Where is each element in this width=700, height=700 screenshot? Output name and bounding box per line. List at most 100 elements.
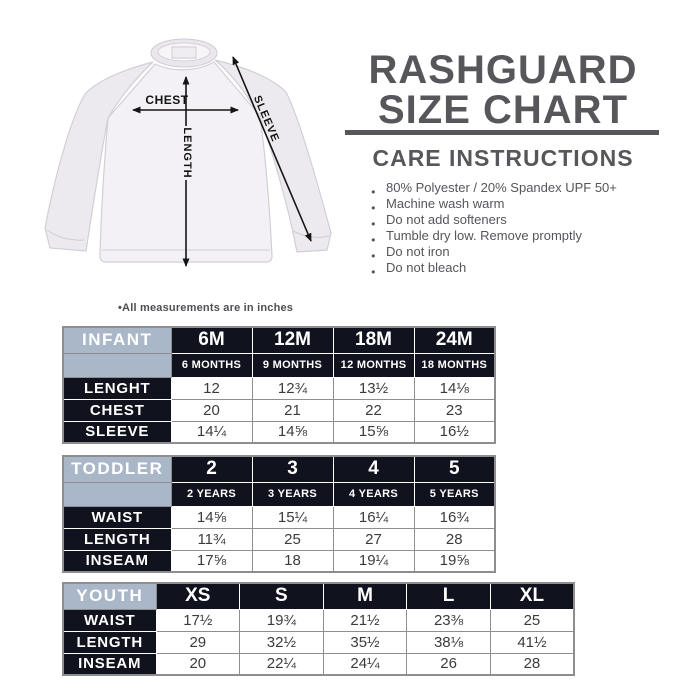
measurement-value: 28 [489, 652, 575, 676]
measurement-value: 19⅝ [413, 549, 496, 573]
measurement-value: 18 [251, 549, 334, 573]
measurement-value: 20 [170, 398, 253, 422]
measurement-value: 32½ [239, 630, 324, 654]
care-item: 80% Polyester / 20% Spandex UPF 50+ [371, 180, 671, 200]
measurement-value: 11¾ [170, 527, 253, 551]
measurement-value: 29 [155, 630, 241, 654]
measurement-label: SLEEVE [62, 420, 172, 444]
size-header: 4 [332, 455, 415, 483]
size-subheader: 5 YEARS [413, 481, 496, 507]
size-header: 6M [170, 326, 253, 354]
measurement-value: 22 [332, 398, 415, 422]
size-header: 5 [413, 455, 496, 483]
measurement-value: 23 [413, 398, 496, 422]
page-title-line1: RASHGUARD [368, 48, 638, 92]
measurement-label: INSEAM [62, 549, 172, 573]
table-row: SLEEVE 14¼ 14⅝ 15⅝ 16½ [62, 420, 496, 444]
care-item: Machine wash warm [371, 196, 671, 216]
title-underline [345, 130, 659, 135]
size-subheader: 9 MONTHS [251, 352, 334, 378]
measurement-value: 12 [170, 376, 253, 400]
measurement-value: 22¼ [239, 652, 324, 676]
size-subheader: 4 YEARS [332, 481, 415, 507]
group-label-spacer [62, 352, 172, 378]
size-subheader: 18 MONTHS [413, 352, 496, 378]
sleeve-arrow [232, 56, 312, 242]
table-row: LENGTH 11¾ 25 27 28 [62, 527, 496, 551]
care-item: Do not add softeners [371, 212, 671, 232]
table-row: CHEST 20 21 22 23 [62, 398, 496, 422]
measurement-value: 19¼ [332, 549, 415, 573]
table-row: LENGTH 29 32½ 35½ 38⅛ 41½ [62, 630, 575, 654]
measurement-value: 21 [251, 398, 334, 422]
shirt-neck-tag [171, 46, 197, 59]
table-row: WAIST 14⅝ 15¼ 16¼ 16¾ [62, 505, 496, 529]
measurement-value: 23⅜ [406, 608, 491, 632]
measurement-label: WAIST [62, 505, 172, 529]
measurement-value: 21½ [322, 608, 408, 632]
size-header: XL [489, 582, 575, 610]
shirt-left-sleeve [44, 61, 154, 252]
page-title-line2: SIZE CHART [378, 88, 628, 132]
size-subheader: 2 YEARS [170, 481, 253, 507]
measurement-value: 27 [332, 527, 415, 551]
measurements-note: •All measurements are in inches [118, 302, 294, 314]
measurement-label: LENGTH [62, 527, 172, 551]
measurement-value: 13½ [332, 376, 415, 400]
care-instructions-title: CARE INSTRUCTIONS [372, 145, 634, 171]
measurement-value: 25 [489, 608, 575, 632]
measurement-value: 14⅛ [413, 376, 496, 400]
size-header: 3 [251, 455, 334, 483]
measurement-value: 41½ [489, 630, 575, 654]
measurement-value: 15⅝ [332, 420, 415, 444]
size-header: S [239, 582, 324, 610]
table-row: INSEAM 20 22¼ 24¼ 26 28 [62, 652, 575, 676]
table-row: LENGHT 12 12¾ 13½ 14⅛ [62, 376, 496, 400]
size-header: 12M [251, 326, 334, 354]
measurement-value: 25 [251, 527, 334, 551]
chest-label: CHEST [145, 93, 188, 107]
group-label: TODDLER [62, 455, 172, 483]
measurement-value: 16¾ [413, 505, 496, 529]
size-header: L [406, 582, 491, 610]
size-table-grid: INFANT 6M 12M 18M 24M 6 MONTHS 9 MONTHS 12 MONT… [62, 326, 496, 444]
group-label: INFANT [62, 326, 172, 354]
measurement-value: 20 [155, 652, 241, 676]
care-item: Do not bleach [371, 260, 671, 280]
care-list: 80% Polyester / 20% Spandex UPF 50+Machi… [371, 180, 671, 280]
measurement-value: 12¾ [251, 376, 334, 400]
measurement-value: 35½ [322, 630, 408, 654]
size-header: 18M [332, 326, 415, 354]
length-label: LENGTH [181, 127, 193, 178]
measurement-value: 16½ [413, 420, 496, 444]
size-header: XS [155, 582, 241, 610]
measurement-label: INSEAM [62, 652, 157, 676]
table-row: WAIST 17½ 19¾ 21½ 23⅜ 25 [62, 608, 575, 632]
measurement-value: 15¼ [251, 505, 334, 529]
measurement-value: 17⅝ [170, 549, 253, 573]
size-header: M [322, 582, 408, 610]
measurement-label: WAIST [62, 608, 157, 632]
measurement-value: 14¼ [170, 420, 253, 444]
measurement-value: 28 [413, 527, 496, 551]
size-subheader: 12 MONTHS [332, 352, 415, 378]
toddler-size-table: TODDLER 2 3 4 5 2 YEARS 3 YEARS 4 YEARS 5 YEARS W… [62, 455, 496, 573]
size-table-grid: YOUTH XS S M L XL WAIST 17½ 19¾ 21½ 23⅜ 25 LENGTH 29 3… [62, 582, 575, 676]
measurement-value: 14⅝ [251, 420, 334, 444]
group-label-spacer [62, 481, 172, 507]
measurement-value: 14⅝ [170, 505, 253, 529]
table-row: INSEAM 17⅝ 18 19¼ 19⅝ [62, 549, 496, 573]
care-item: Tumble dry low. Remove promptly [371, 228, 671, 248]
care-item: Do not iron [371, 244, 671, 264]
measurement-value: 24¼ [322, 652, 408, 676]
shirt-illustration: CHEST LENGTH SLEEVE [44, 38, 332, 267]
size-header: 24M [413, 326, 496, 354]
infant-size-table: INFANT 6M 12M 18M 24M 6 MONTHS 9 MONTHS 12 MONT… [62, 326, 496, 444]
group-label: YOUTH [62, 582, 157, 610]
measurement-value: 17½ [155, 608, 241, 632]
measurement-value: 19¾ [239, 608, 324, 632]
measurement-label: LENGHT [62, 376, 172, 400]
size-header: 2 [170, 455, 253, 483]
size-subheader: 6 MONTHS [170, 352, 253, 378]
